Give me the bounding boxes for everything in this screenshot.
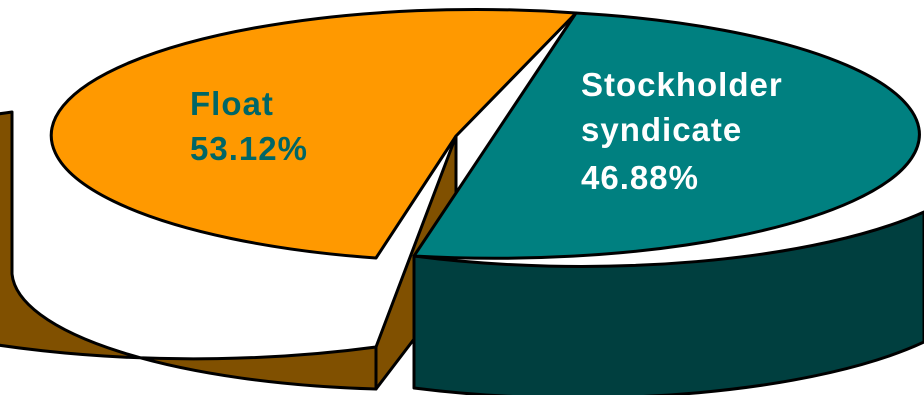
slice-float-side [0, 110, 378, 391]
label-float-value: 53.12% [190, 130, 308, 167]
label-float-name: Float [190, 85, 274, 122]
slice-float-top [49, 7, 578, 260]
label-stockholder-name-line2: syndicate [581, 111, 742, 148]
label-stockholder-name-line1: Stockholder [581, 66, 783, 103]
label-stockholder-value: 46.88% [581, 159, 699, 196]
slice-stockholder-side [412, 210, 924, 395]
slice-stockholder-syndicate [412, 11, 924, 395]
slice-stockholder-top [412, 11, 921, 260]
